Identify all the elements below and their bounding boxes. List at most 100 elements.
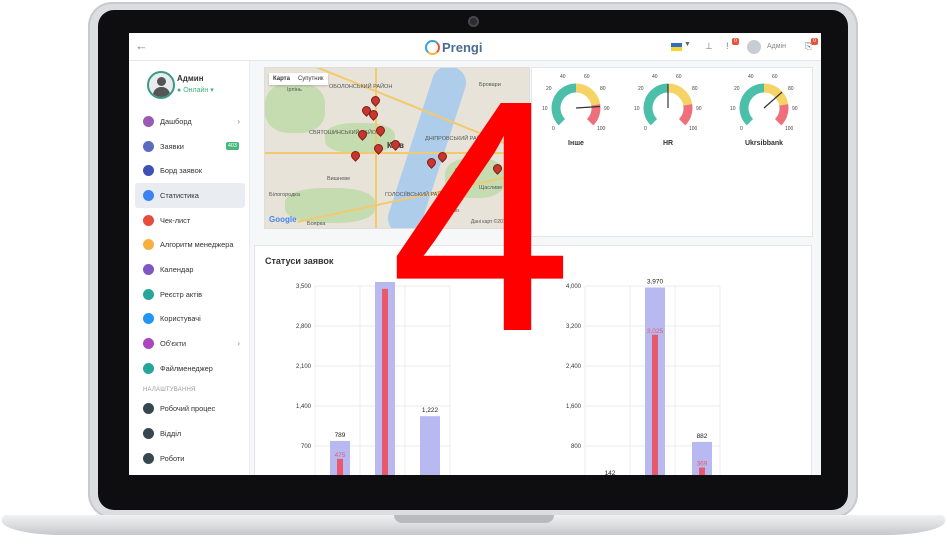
sidebar-item-calendar[interactable]: Календар: [135, 257, 245, 282]
gauge-tick-label: 60: [772, 74, 778, 80]
sidebar-item-checklist[interactable]: Чек-лист: [135, 208, 245, 233]
bar-subset[interactable]: [699, 467, 705, 475]
sidebar-item-label: Дашборд: [160, 116, 192, 126]
requests-icon: [143, 140, 154, 152]
dashboard-icon: [143, 115, 154, 127]
sidebar-item-file-manager[interactable]: Файлменеджер: [135, 356, 245, 381]
sidebar-item-label: Алгоритм менеджера: [160, 240, 234, 250]
tab-satellite[interactable]: Супутник: [297, 76, 324, 82]
y-tick-label: 2,400: [566, 364, 582, 370]
gauge-segment: [667, 83, 693, 106]
laptop-base: [2, 515, 945, 535]
sidebar-item-registry[interactable]: Реєстр актів: [135, 282, 245, 307]
gauge-segment: [586, 104, 601, 126]
sidebar-item-workflow[interactable]: Робочий процес: [135, 397, 245, 422]
sidebar-item-users[interactable]: Користувачі: [135, 307, 245, 332]
chevron-right-icon: ›: [237, 116, 240, 126]
bar-total[interactable]: [420, 416, 440, 475]
bar-subset[interactable]: [652, 334, 658, 475]
sidebar-item-algorithm[interactable]: Алгоритм менеджера: [135, 232, 245, 257]
gauge-tick-label: 100: [785, 126, 794, 132]
bar-subset-label: 3,025: [647, 328, 664, 335]
users-icon: [143, 313, 154, 325]
map-label: Осокорки: [455, 168, 480, 174]
sidebar-item-objects[interactable]: Об'єкти ›: [135, 331, 245, 356]
bar-value-label: 3,970: [647, 279, 664, 286]
map-label: Боярка: [307, 221, 326, 227]
gauge-tick-label: 90: [792, 106, 798, 112]
sidebar-item-stats[interactable]: Статистика: [135, 183, 245, 208]
algorithm-icon: [143, 239, 154, 251]
brand-logo[interactable]: Prengi: [425, 37, 482, 57]
y-tick-label: 2,100: [296, 364, 312, 370]
sidebar-item-label: Файлменеджер: [160, 363, 213, 373]
file-manager-icon: [143, 362, 154, 374]
bar-subset[interactable]: [382, 288, 388, 475]
sidebar-item-label: Чек-лист: [160, 215, 191, 225]
map-label: ГОЛОСІЇВСЬКИЙ РАЙОН: [385, 192, 450, 198]
gauge-tick-label: 40: [652, 74, 658, 80]
gauge-segment: [763, 83, 789, 106]
profile-status[interactable]: ● Онлайн ▾: [177, 87, 214, 94]
bar-subset-label: 475: [335, 452, 346, 459]
works-icon: [143, 452, 154, 464]
bar-value-label: 882: [697, 433, 708, 440]
topbar-user-name[interactable]: Адмін: [767, 43, 786, 50]
user-avatar[interactable]: [747, 40, 761, 54]
workflow-icon: [143, 403, 154, 415]
gauge-segment: [551, 83, 577, 126]
sidebar-item-label: Користувачі: [160, 314, 201, 324]
y-tick-label: 3,200: [566, 324, 582, 330]
department-icon: [143, 428, 154, 440]
gauge-tick-label: 100: [689, 126, 698, 132]
bar-subset[interactable]: [337, 458, 343, 475]
alert-count-badge: 0: [732, 38, 739, 45]
back-arrow-icon[interactable]: ←: [135, 38, 148, 53]
sidebar-item-dashboard[interactable]: Дашборд ›: [135, 109, 245, 134]
messages-count-badge: 0: [811, 38, 818, 45]
registry-icon: [143, 288, 154, 300]
sidebar-menu: Дашборд › Заявки 403 Борд заявок Статистика Че…: [135, 109, 245, 471]
language-flag-icon[interactable]: [671, 43, 682, 51]
gauge-tick-label: 60: [676, 74, 682, 80]
bar-total[interactable]: [330, 440, 350, 475]
sidebar-item-label: Календар: [160, 264, 194, 274]
objects-icon: [143, 338, 154, 350]
gauge-tick-label: 10: [730, 106, 736, 112]
messages-icon[interactable]: ⎘: [805, 41, 813, 51]
y-tick-label: 2,800: [296, 324, 312, 330]
map-label: Бровари: [479, 82, 501, 88]
map-label: Вишневе: [327, 176, 351, 182]
map-widget[interactable]: Ірпінь ОБОЛОНСЬКИЙ РАЙОН Бровари СВЯТОШИ…: [264, 67, 530, 229]
sidebar-item-works[interactable]: Роботи: [135, 446, 245, 471]
gauge-segment: [643, 83, 669, 126]
gauge-needle: [763, 91, 783, 109]
gauge-needle: [575, 105, 600, 109]
bar-value-label: 789: [335, 432, 346, 439]
y-tick-label: 800: [571, 444, 582, 450]
tab-map[interactable]: Карта: [273, 76, 290, 82]
sidebar-item-board[interactable]: Борд заявок: [135, 158, 245, 183]
gauge-tick-label: 90: [696, 106, 702, 112]
bar-total[interactable]: [692, 441, 712, 475]
y-tick-label: 3,500: [296, 284, 312, 290]
brand-name: Prengi: [442, 39, 483, 55]
pin-icon[interactable]: ⊥: [705, 41, 713, 51]
bar-value-label: 142: [605, 470, 616, 475]
alert-icon[interactable]: !: [726, 41, 729, 51]
sidebar-item-requests[interactable]: Заявки 403: [135, 134, 245, 159]
gauge-segment: [739, 83, 765, 126]
sidebar-item-department[interactable]: Відділ: [135, 421, 245, 446]
y-tick-label: 1,600: [566, 404, 582, 410]
gauge-tick-label: 0: [644, 126, 647, 132]
profile-avatar[interactable]: [147, 71, 175, 99]
sidebar: Админ ● Онлайн ▾ Дашборд › Заявки 403 Борд з…: [129, 61, 250, 475]
gauge-tick-label: 10: [542, 106, 548, 112]
chevron-down-icon[interactable]: ▼: [684, 41, 691, 48]
sidebar-item-label: Робочий процес: [160, 404, 216, 414]
sidebar-item-label: Роботи: [160, 453, 185, 463]
gauge-tick-label: 90: [604, 106, 610, 112]
logo-mark-icon: [425, 39, 440, 55]
gauge-tick-label: 60: [584, 74, 590, 80]
count-badge: 403: [225, 142, 239, 151]
